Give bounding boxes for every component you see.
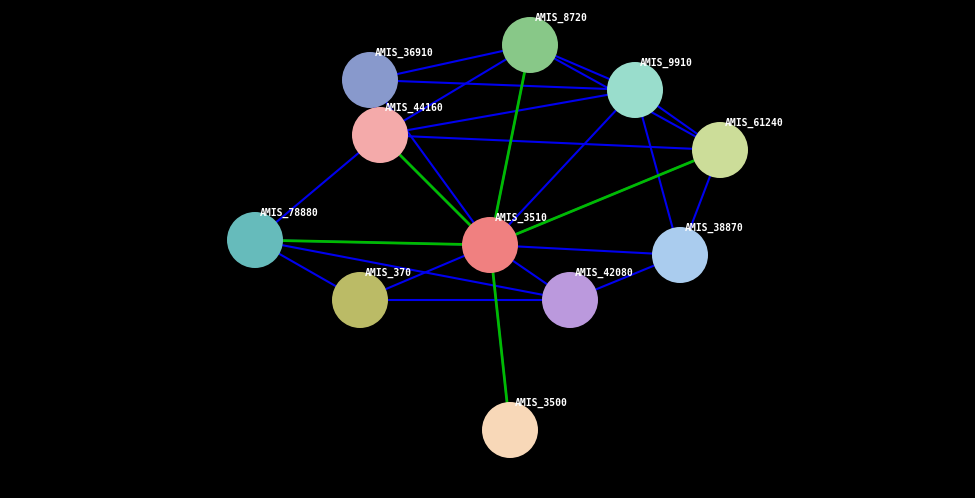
- Text: AMIS_61240: AMIS_61240: [725, 118, 784, 128]
- Circle shape: [227, 212, 283, 268]
- Text: AMIS_78880: AMIS_78880: [260, 208, 319, 218]
- Circle shape: [607, 62, 663, 118]
- Circle shape: [502, 17, 558, 73]
- Text: AMIS_370: AMIS_370: [365, 268, 412, 278]
- Text: AMIS_38870: AMIS_38870: [685, 223, 744, 233]
- Circle shape: [332, 272, 388, 328]
- Circle shape: [652, 227, 708, 283]
- Circle shape: [352, 107, 408, 163]
- Circle shape: [462, 217, 518, 273]
- Circle shape: [342, 52, 398, 108]
- Text: AMIS_36910: AMIS_36910: [375, 48, 434, 58]
- Text: AMIS_3510: AMIS_3510: [495, 213, 548, 223]
- Circle shape: [692, 122, 748, 178]
- Text: AMIS_8720: AMIS_8720: [535, 13, 588, 23]
- Text: AMIS_9910: AMIS_9910: [640, 58, 693, 68]
- Circle shape: [542, 272, 598, 328]
- Text: AMIS_3500: AMIS_3500: [515, 398, 567, 408]
- Circle shape: [482, 402, 538, 458]
- Text: AMIS_42080: AMIS_42080: [575, 268, 634, 278]
- Text: AMIS_44160: AMIS_44160: [385, 103, 444, 113]
